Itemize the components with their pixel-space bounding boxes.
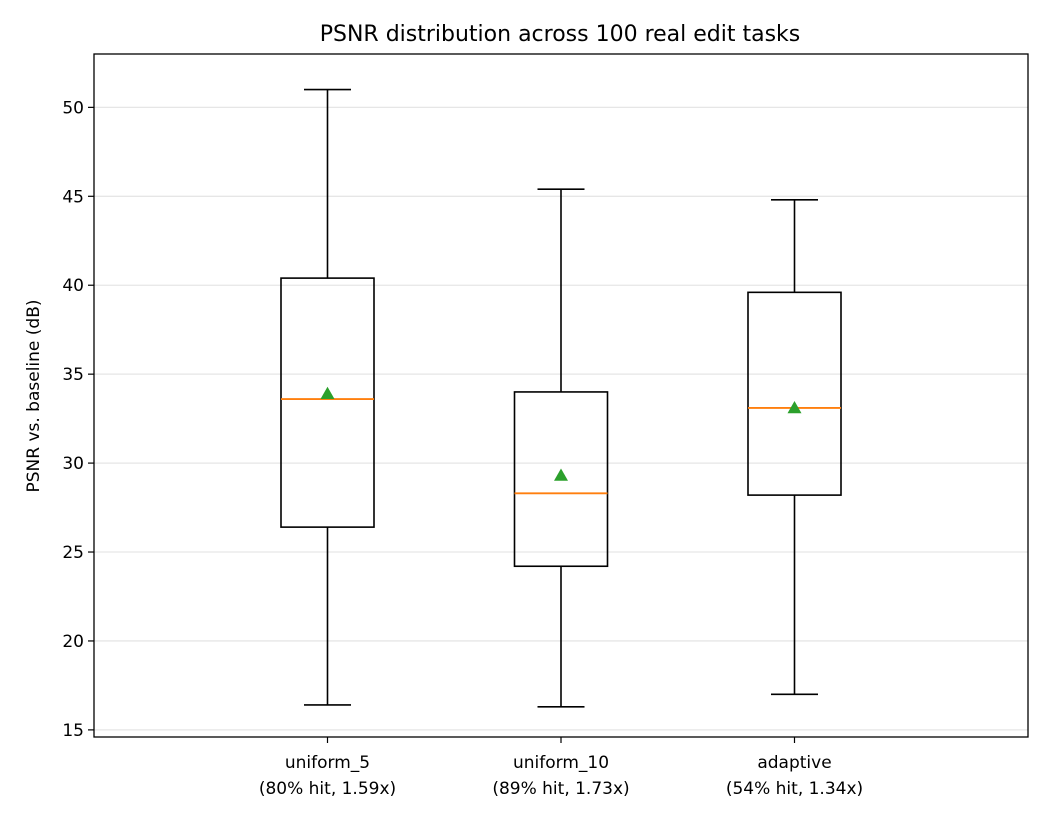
x-tick-label-stats: (80% hit, 1.59x) [259,779,396,799]
chart-title: PSNR distribution across 100 real edit t… [320,22,801,47]
y-tick-label: 20 [62,632,84,652]
iqr-box [280,277,375,528]
y-tick-label: 30 [62,454,84,474]
x-tick-label-stats: (89% hit, 1.73x) [492,779,629,799]
x-tick-label-name: uniform_5 [285,753,370,773]
y-tick-label: 45 [62,187,84,207]
x-tick-label-stats: (54% hit, 1.34x) [726,779,863,799]
mean-marker [554,468,568,481]
y-axis-label: PSNR vs. baseline (dB) [24,299,44,492]
box-series [280,88,842,708]
y-axis-ticks: 15 20 25 30 35 40 45 50 [62,98,94,741]
x-axis-ticks: uniform_5 (80% hit, 1.59x) uniform_10 (89% … [259,737,863,799]
box-0 [280,88,375,706]
y-tick-label: 50 [62,98,84,118]
box-2 [747,199,842,696]
box-1 [513,188,609,708]
mean-marker [787,400,802,414]
y-tick-label: 35 [62,365,84,385]
iqr-box [747,291,842,496]
mean-marker [320,386,335,399]
y-tick-label: 25 [62,543,84,563]
iqr-box [513,391,609,568]
y-tick-label: 40 [62,276,84,296]
x-tick-label-name: adaptive [757,753,831,773]
y-tick-label: 15 [62,721,84,741]
x-tick-label-name: uniform_10 [513,753,609,773]
